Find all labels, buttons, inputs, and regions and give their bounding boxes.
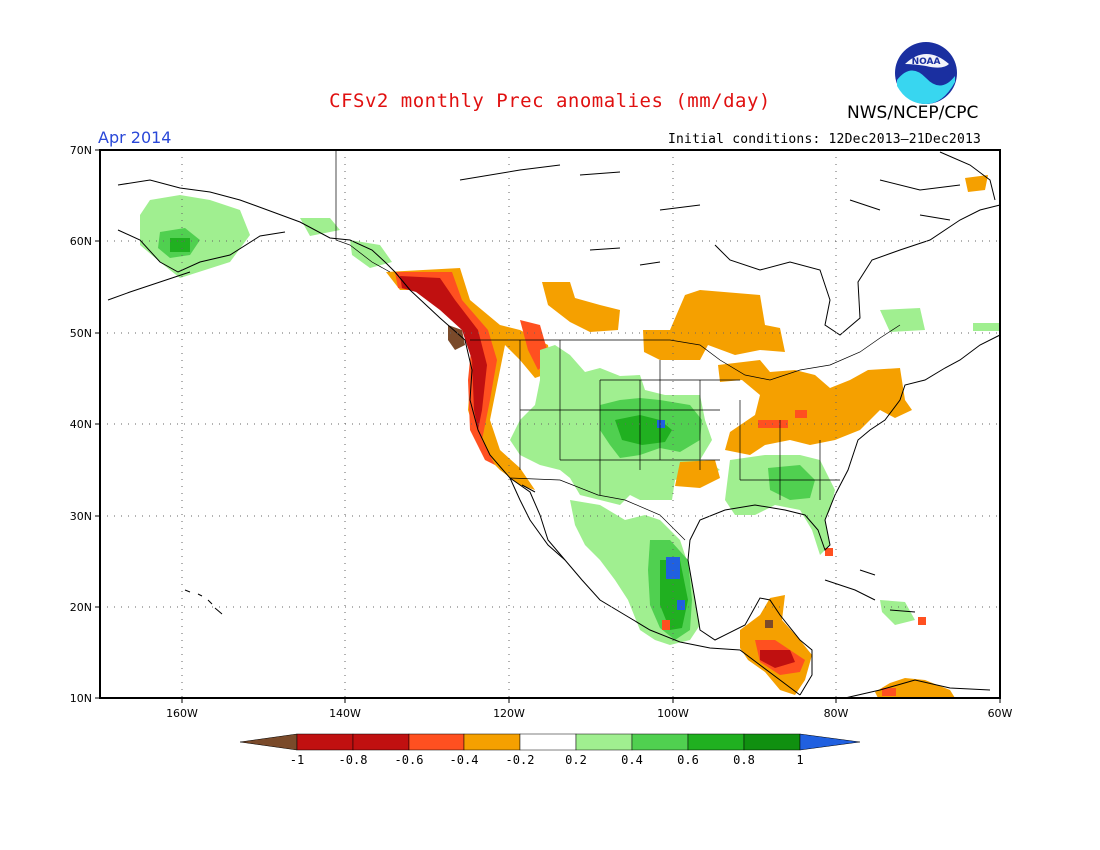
initial-conditions-label: Initial conditions: 12Dec2013–21Dec2013 [668, 132, 982, 147]
colorbar-swatch [463, 733, 521, 751]
florida-dry-spot [825, 548, 833, 556]
colorbar-right-arrow [799, 733, 861, 751]
lat-label: 10N [70, 692, 92, 705]
mexico-wet-extreme-south [677, 600, 685, 610]
colorbar-tick-label: 0.8 [733, 753, 755, 767]
us-canada-border [470, 324, 901, 381]
colorbar-swatch [352, 733, 410, 751]
lon-label: 60W [988, 707, 1013, 720]
colorbar-swatch [687, 733, 745, 751]
colorbar-tick-label: 1 [796, 753, 803, 767]
lon-label: 100W [657, 707, 689, 720]
caribbean-dry-spot [918, 617, 926, 625]
colorbar-tick-label: 0.2 [565, 753, 587, 767]
colorbar-tick-label: -0.6 [395, 753, 424, 767]
lon-label: 120W [493, 707, 525, 720]
noaa-logo-icon: NOAA [895, 42, 957, 104]
noaa-logo-text: NOAA [912, 57, 941, 67]
lat-label: 20N [70, 601, 92, 614]
south-america-dry-strong [882, 688, 896, 696]
lat-label: 40N [70, 418, 92, 431]
valid-month-label: Apr 2014 [98, 128, 172, 147]
south-america-coast [844, 679, 991, 699]
colorbar-tick-label: -0.2 [506, 753, 535, 767]
pacific-nw-dry-strong [400, 276, 487, 430]
lat-label: 30N [70, 510, 92, 523]
greenland-edge [939, 151, 996, 201]
lat-label: 60N [70, 235, 92, 248]
colorbar-swatch [519, 733, 577, 751]
labrador-wet [973, 323, 1000, 331]
lat-label: 50N [70, 327, 92, 340]
us-state-lines [519, 340, 840, 500]
mexico-wet-extreme [666, 557, 680, 579]
alaska-canada-border [335, 150, 391, 273]
alaska-coast [107, 179, 396, 301]
baja-peninsula [509, 477, 566, 561]
great-lakes-dry [718, 360, 912, 455]
colorbar-swatch [296, 733, 354, 751]
colorbar: -1 -0.8 -0.6 -0.4 -0.2 0.2 0.4 0.6 0.8 1 [239, 733, 861, 767]
honduras-dry-extreme [765, 620, 773, 628]
us-mexico-border [509, 477, 686, 541]
colorbar-swatch [743, 733, 801, 751]
canada-plains-dry [643, 290, 785, 360]
anomaly-shading [140, 175, 1000, 698]
alaska-wet-strong [170, 238, 190, 252]
colorbar-labels: -1 -0.8 -0.6 -0.4 -0.2 0.2 0.4 0.6 0.8 1 [290, 753, 804, 767]
axis-ticks [95, 149, 1001, 703]
lat-axis-labels: 70N 60N 50N 40N 30N 20N 10N [70, 144, 92, 705]
colorbar-swatch [575, 733, 633, 751]
colorbar-tick-label: 0.4 [621, 753, 643, 767]
ohio-dry-spot [795, 410, 807, 418]
arctic-islands [459, 164, 961, 266]
lon-label: 80W [824, 707, 849, 720]
lat-lon-grid [100, 150, 1000, 698]
political-borders [335, 150, 901, 541]
pacific-nw-dry-extreme [448, 325, 465, 350]
colorbar-tick-label: -0.8 [339, 753, 368, 767]
bc-coast-wet [350, 240, 392, 268]
colorbar-left-arrow [239, 733, 298, 751]
hudson-bay [714, 204, 1001, 336]
baffin-dry [965, 175, 988, 192]
organization-label: NWS/NCEP/CPC [847, 103, 979, 123]
coastlines [107, 151, 1001, 699]
pacific-nw-dry-mid [395, 272, 497, 465]
colorbar-tick-label: 0.6 [677, 753, 699, 767]
colorbar-tick-label: -0.4 [450, 753, 479, 767]
colorbar-swatch [631, 733, 689, 751]
lat-label: 70N [70, 144, 92, 157]
lon-label: 140W [329, 707, 361, 720]
lon-label: 160W [166, 707, 198, 720]
colorbar-tick-label: -1 [290, 753, 304, 767]
mexico-dry-spot [662, 620, 670, 630]
west-coast [394, 271, 801, 696]
caribbean-islands [824, 569, 916, 613]
quebec-wet [880, 308, 925, 332]
caribbean-wet [880, 600, 915, 625]
hawaii-islands [184, 589, 223, 615]
canada-central-dry [542, 282, 620, 332]
yukon-wet [300, 218, 340, 236]
lon-axis-labels: 160W 140W 120W 100W 80W 60W [166, 707, 1012, 720]
texas-dry [675, 460, 720, 488]
gulf-coast [687, 334, 1001, 696]
colorbar-swatch [408, 733, 465, 751]
chart-title: CFSv2 monthly Prec anomalies (mm/day) [329, 90, 771, 112]
central-america-dry-strong [760, 650, 795, 668]
